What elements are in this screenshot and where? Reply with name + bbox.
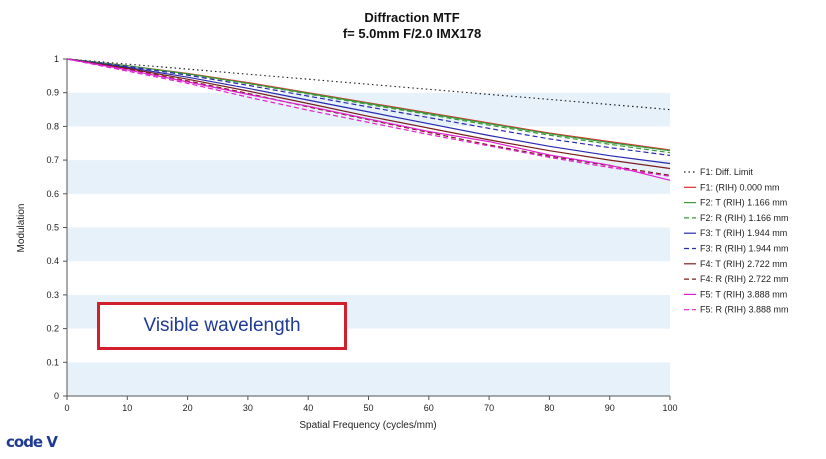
series-line-8 (66, 58, 671, 176)
x-tick-label: 70 (484, 403, 494, 413)
x-tick-label: 20 (183, 403, 193, 413)
legend-label: F4: T (RIH) 2.722 mm (700, 259, 787, 269)
series-line-3 (66, 58, 671, 152)
legend-label: F3: R (RIH) 1.944 mm (700, 244, 789, 254)
y-tick-label: 0.8 (46, 121, 59, 131)
plot-band (67, 160, 670, 194)
legend-label: F1: Diff. Limit (700, 167, 753, 177)
x-tick-label: 30 (243, 403, 253, 413)
logo-text: code V (6, 433, 58, 451)
legend-label: F5: T (RIH) 3.888 mm (700, 289, 787, 299)
x-tick-label: 80 (544, 403, 554, 413)
y-tick-label: 0.3 (46, 290, 59, 300)
series-line-10 (66, 58, 671, 177)
codev-logo: code V (6, 433, 58, 451)
y-tick-label: 1 (54, 54, 59, 64)
y-tick-label: 0.4 (46, 256, 59, 266)
x-tick-label: 10 (122, 403, 132, 413)
legend-label: F3: T (RIH) 1.944 mm (700, 228, 787, 238)
annotation-text: Visible wavelength (143, 315, 301, 336)
plot-band (67, 126, 670, 161)
y-tick-label: 0.7 (46, 155, 59, 165)
y-tick-label: 0 (54, 391, 59, 401)
chart-title: Diffraction MTF (364, 10, 459, 25)
series-lines (66, 58, 671, 181)
series-line-5 (66, 58, 671, 165)
y-tick-label: 0.9 (46, 88, 59, 98)
x-tick-label: 90 (605, 403, 615, 413)
y-tick-label: 0.5 (46, 223, 59, 233)
series-line-7 (66, 58, 671, 170)
legend-label: F2: T (RIH) 1.166 mm (700, 198, 787, 208)
x-tick-label: 0 (64, 403, 69, 413)
x-tick-label: 50 (363, 403, 373, 413)
x-axis-label: Spatial Frequency (cycles/mm) (299, 420, 436, 431)
series-line-4 (66, 58, 671, 154)
plot-band (67, 227, 670, 262)
y-tick-label: 0.2 (46, 324, 59, 334)
legend-label: F2: R (RIH) 1.166 mm (700, 213, 789, 223)
legend-label: F4: R (RIH) 2.722 mm (700, 274, 789, 284)
y-tick-labels: 0 0.1 0.2 0.3 0.4 0.5 0.6 0.7 0.8 0.9 1 (46, 54, 67, 401)
annotation-box: Visible wavelength (97, 302, 347, 350)
plot-band (67, 92, 670, 127)
x-tick-label: 60 (424, 403, 434, 413)
legend-label: F5: R (RIH) 3.888 mm (700, 305, 789, 315)
legend-label: F1: (RIH) 0.000 mm (700, 182, 780, 192)
x-tick-label: 100 (662, 403, 677, 413)
y-tick-label: 0.1 (46, 357, 59, 367)
series-line-6 (66, 58, 671, 156)
plot-band (67, 193, 670, 228)
x-tick-label: 40 (303, 403, 313, 413)
x-tick-labels: 0 10 20 30 40 50 60 70 80 90 100 (64, 396, 678, 413)
series-line-9 (66, 58, 671, 181)
background-bands (67, 59, 670, 396)
y-tick-label: 0.6 (46, 189, 59, 199)
plot-band (67, 261, 670, 295)
series-line-1 (66, 58, 671, 111)
plot-band (67, 362, 670, 396)
chart-subtitle: f= 5.0mm F/2.0 IMX178 (343, 26, 481, 41)
legend: F1: Diff. Limit F1: (RIH) 0.000 mm F2: T (… (684, 167, 789, 315)
y-axis-label: Modulation (16, 204, 27, 253)
